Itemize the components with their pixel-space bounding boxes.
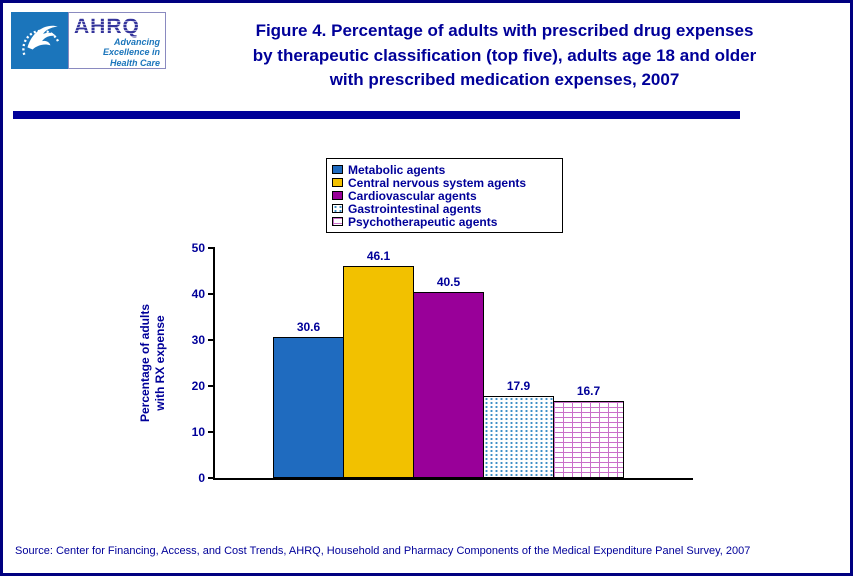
legend-swatch [332, 204, 343, 213]
ahrq-tagline: Advancing Excellence in Health Care [74, 37, 160, 68]
hhs-eagle-icon [17, 15, 63, 66]
figure-title-line: Figure 4. Percentage of adults with pres… [255, 21, 754, 40]
legend-swatch [332, 178, 343, 187]
bar [273, 337, 344, 478]
figure-title: Figure 4. Percentage of adults with pres… [173, 19, 836, 93]
ahrq-tagline-line: Advancing [113, 37, 160, 47]
y-tick-label: 20 [191, 379, 205, 393]
bar [413, 291, 484, 478]
legend-label: Psychotherapeutic agents [348, 214, 498, 229]
y-axis-title-line: with RX expense [153, 315, 167, 411]
chart-legend: Metabolic agents Central nervous system a… [326, 158, 563, 233]
y-tick-label: 30 [191, 333, 205, 347]
y-tick-mark [208, 293, 215, 295]
bar-column: 40.5 [413, 248, 484, 478]
bar-column: 30.6 [273, 248, 344, 478]
legend-swatch [332, 191, 343, 200]
y-tick-mark [208, 431, 215, 433]
y-tick-mark [208, 339, 215, 341]
legend-item: Cardiovascular agents [332, 188, 557, 203]
legend-label: Central nervous system agents [348, 175, 527, 190]
bar-value-label: 46.1 [366, 248, 391, 263]
y-tick-label: 40 [191, 287, 205, 301]
legend-item: Metabolic agents [332, 162, 557, 177]
legend-swatch [332, 217, 343, 226]
y-tick-label: 10 [191, 425, 205, 439]
legend-swatch [332, 165, 343, 174]
ahrq-logo: AHRQ Advancing Excellence in Health Care [68, 12, 166, 69]
legend-label: Cardiovascular agents [348, 188, 477, 203]
bar [553, 401, 624, 478]
header-logos: AHRQ Advancing Excellence in Health Care [11, 12, 166, 69]
bar [343, 265, 414, 478]
y-tick-mark [208, 385, 215, 387]
legend-label: Metabolic agents [348, 162, 446, 177]
y-axis-title: Percentage of adults with RX expense [138, 283, 168, 443]
bar-value-label: 40.5 [436, 274, 461, 289]
bar-value-label: 16.7 [576, 384, 601, 399]
bar-value-label: 30.6 [296, 320, 321, 335]
legend-item: Central nervous system agents [332, 175, 557, 190]
bar-column: 16.7 [553, 248, 624, 478]
ahrq-logo-text: AHRQ [74, 15, 140, 38]
legend-label: Gastrointestinal agents [348, 201, 482, 216]
y-tick-label: 50 [191, 241, 205, 255]
header-divider [13, 111, 740, 119]
bar-column: 17.9 [483, 248, 554, 478]
y-tick-label: 0 [198, 471, 205, 485]
figure-title-line: by therapeutic classification (top five)… [252, 45, 757, 65]
y-axis-title-line: Percentage of adults [138, 303, 152, 423]
bar-column: 46.1 [343, 248, 414, 478]
ahrq-tagline-line: Excellence in [102, 47, 160, 58]
ahrq-tagline-line: Health Care [109, 57, 160, 68]
plot-area: 0 10 20 30 40 50 30.6 46.1 40.5 17.9 16.7 [192, 241, 693, 485]
bar-series: 30.6 46.1 40.5 17.9 16.7 [273, 248, 624, 478]
hhs-logo [11, 12, 68, 69]
bar [483, 395, 554, 478]
y-tick-mark [208, 477, 215, 479]
y-tick-mark [208, 247, 215, 249]
legend-item: Psychotherapeutic agents [332, 214, 557, 229]
figure-title-line: with prescribed medication expenses, 200… [329, 70, 680, 90]
bar-value-label: 17.9 [506, 378, 531, 393]
source-note: Source: Center for Financing, Access, an… [15, 545, 751, 557]
legend-item: Gastrointestinal agents [332, 201, 557, 216]
